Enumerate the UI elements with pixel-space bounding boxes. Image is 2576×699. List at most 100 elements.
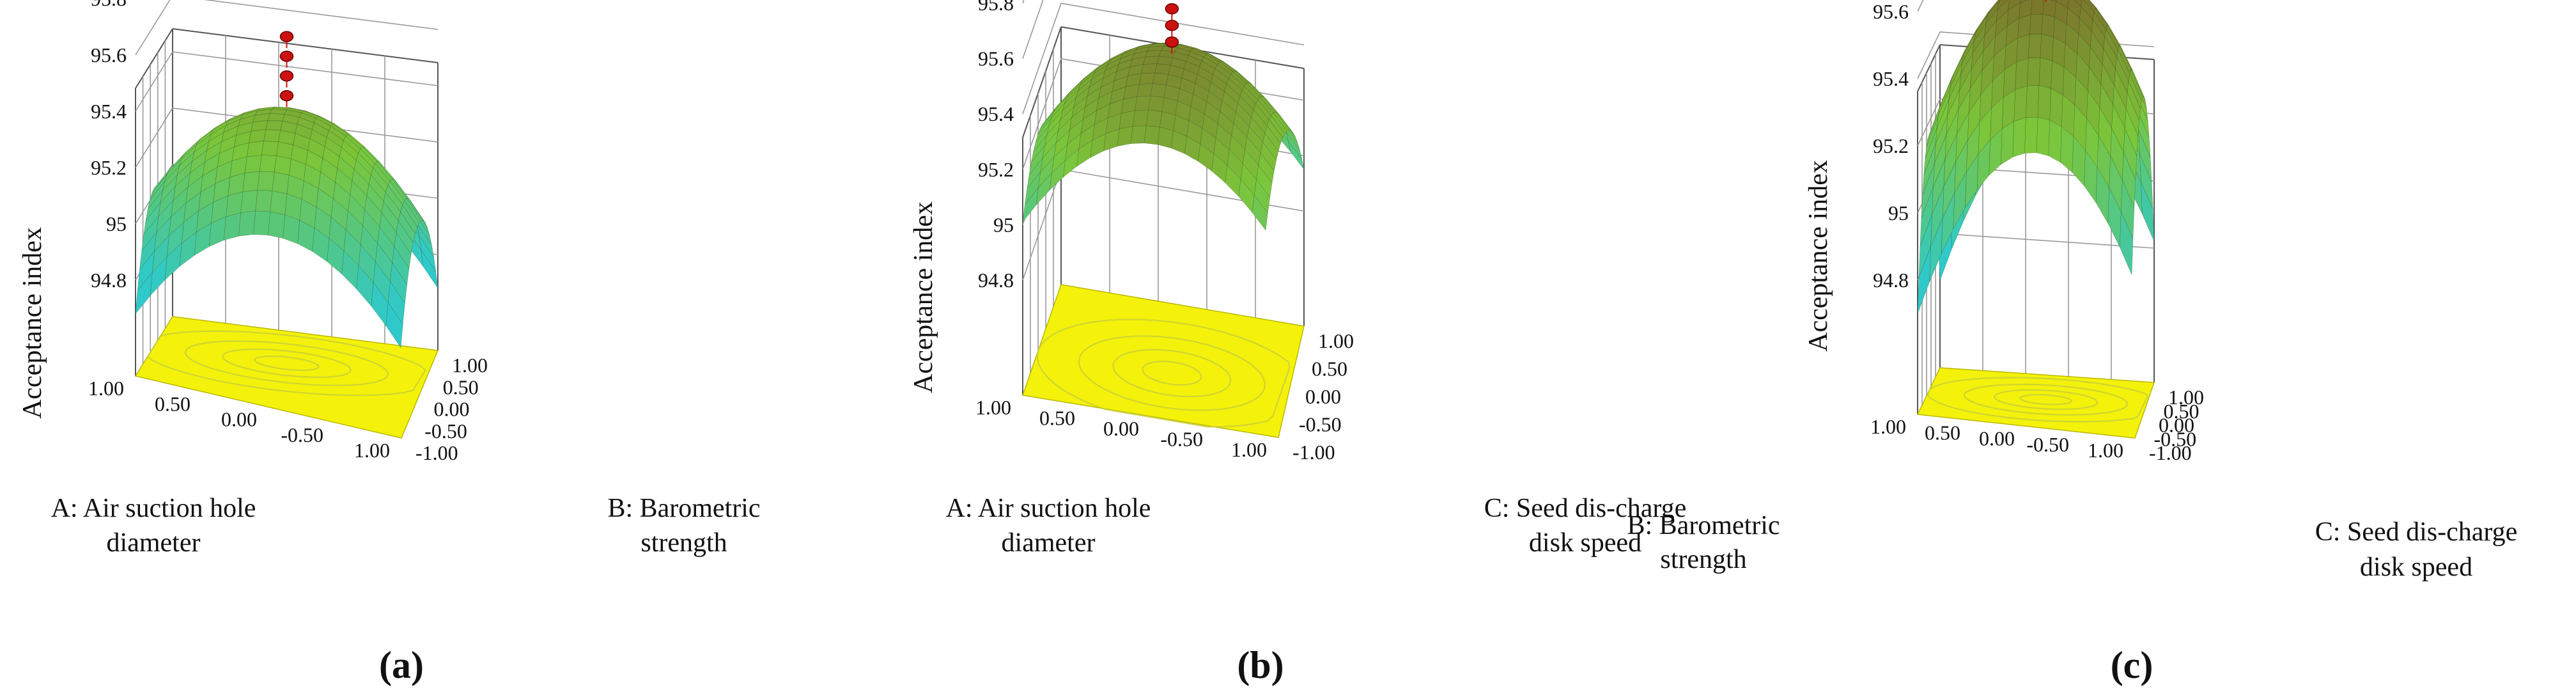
- contour-floor: [1916, 367, 2155, 439]
- x-tick-label: 1.00: [975, 396, 1011, 419]
- surface-patch: [242, 171, 260, 192]
- surface-patch: [2036, 116, 2050, 156]
- contour-line: [1993, 389, 2099, 411]
- surface-patch: [2038, 57, 2052, 89]
- x-tick-label: 1.00: [88, 377, 124, 400]
- design-point: [279, 70, 294, 82]
- x-tick-label: 0.50: [1039, 407, 1075, 430]
- y-tick-label: 0.50: [1312, 357, 1347, 381]
- contour-line: [1142, 361, 1202, 386]
- x-axis-title-line1: A: Air suction hole: [946, 494, 1151, 523]
- x-tick-label: 0.50: [1925, 421, 1960, 444]
- surface-patch: [1135, 95, 1151, 111]
- y-tick-label: -0.50: [424, 420, 467, 443]
- surface-patch: [257, 171, 275, 191]
- design-points: [279, 31, 294, 107]
- y-axis-title-line2: disk speed: [1529, 528, 1641, 558]
- z-grid-line: [1022, 0, 1044, 59]
- surface-patch: [274, 155, 291, 176]
- z-tick-label: 94.8: [1873, 269, 1909, 292]
- contour-floor: [1021, 284, 1305, 438]
- x-tick-label: 0.00: [1103, 417, 1139, 440]
- surface-patch: [1998, 0, 2001, 3]
- surface-patch: [272, 171, 290, 194]
- contour-line: [1078, 335, 1266, 411]
- z-tick-label: 95.2: [978, 158, 1014, 181]
- y-tick-label: 0.00: [434, 398, 470, 421]
- x-tick-label: 1.00: [354, 439, 390, 462]
- contour-line: [222, 348, 352, 379]
- surface-patch: [270, 190, 288, 216]
- contour-line: [184, 340, 389, 386]
- x-tick-label: 1.00: [1870, 415, 1906, 438]
- x-tick-label: 1.00: [1231, 438, 1267, 461]
- surface-patch: [261, 141, 279, 156]
- z-tick-label: 95.6: [1873, 0, 1909, 23]
- z-tick-label: 94.8: [978, 269, 1014, 292]
- surface-patch: [2024, 116, 2038, 153]
- design-point: [279, 51, 294, 62]
- tick-labels: 94.89595.295.495.695.81.000.500.00-0.501…: [1870, 0, 2204, 464]
- x-axis-title-line1: A: Air suction hole: [51, 494, 256, 523]
- surface-patch: [1143, 56, 1160, 65]
- tick-labels: 94.89595.295.495.695.81.000.500.00-0.501…: [88, 0, 488, 464]
- y-axis-title-line2: disk speed: [2360, 553, 2472, 582]
- z-tick-label: 95.6: [91, 43, 127, 67]
- surface-patch: [2030, 0, 2044, 15]
- y-tick-label: -1.00: [1292, 441, 1335, 464]
- surface-patch: [385, 302, 403, 349]
- surface-patch: [1148, 95, 1165, 112]
- surface-patch: [2027, 57, 2041, 86]
- x-axis-title-line1: B: Barometric: [1627, 511, 1780, 540]
- contour-floor: [134, 316, 439, 439]
- y-tick-label: -0.50: [1299, 413, 1342, 436]
- surface-patch: [1138, 72, 1156, 84]
- surface-patch: [1137, 83, 1153, 97]
- x-tick-label: 0.50: [155, 392, 190, 415]
- x-axis-title-line2: strength: [1660, 545, 1746, 574]
- design-point: [1165, 19, 1179, 31]
- y-tick-label: 0.50: [443, 375, 479, 398]
- y-tick-label: 0.50: [2164, 400, 2200, 423]
- y-axis-title-line1: C: Seed dis-charge: [2315, 517, 2517, 547]
- y-tick-label: 1.00: [2168, 386, 2204, 409]
- z-grid-line: [1022, 0, 1025, 4]
- z-grid-line: [1022, 3, 1305, 114]
- contour-line: [2019, 394, 2073, 405]
- surface-plot-c: 94.89595.295.495.695.81.000.500.00-0.501…: [1627, 0, 2517, 686]
- surface-patch: [1146, 109, 1163, 128]
- z-axis-title: Acceptance index: [18, 227, 47, 419]
- design-point: [279, 90, 294, 102]
- surface-patch: [1145, 50, 1162, 58]
- design-point: [1165, 36, 1179, 48]
- y-axis-title-line1: B: Barometric: [607, 494, 760, 523]
- surface-patch: [1154, 63, 1171, 75]
- surface-patch: [1144, 125, 1160, 145]
- surface-patch: [269, 109, 287, 114]
- surface-patch: [1132, 109, 1149, 127]
- z-tick-label: 95.2: [91, 156, 127, 179]
- x-tick-label: 1.00: [2088, 439, 2123, 462]
- z-tick-label: 95.4: [1873, 67, 1909, 90]
- surface-patch: [1152, 72, 1169, 86]
- x-tick-label: 0.00: [1979, 427, 2015, 450]
- z-tick-label: 95: [1888, 201, 1909, 224]
- z-tick-label: 94.8: [91, 269, 127, 292]
- surface-patch: [247, 141, 264, 157]
- surface-patch: [2015, 58, 2029, 90]
- z-tick-label: 95.6: [978, 47, 1014, 70]
- x-tick-label: -0.50: [2026, 433, 2069, 456]
- surface-patch: [244, 155, 262, 173]
- z-tick-label: 95.4: [978, 102, 1014, 125]
- z-grid-line: [135, 51, 438, 112]
- z-axis-title: Acceptance index: [1804, 160, 1833, 352]
- surface-patch: [2040, 33, 2054, 61]
- design-point: [279, 31, 294, 42]
- contour-line: [1036, 318, 1291, 428]
- wall-edge: [1917, 44, 1941, 92]
- surface-patch: [2037, 85, 2051, 121]
- x-tick-label: -0.50: [281, 423, 323, 446]
- panel-label-c: (c): [2111, 644, 2153, 686]
- x-tick-label: 0.00: [221, 408, 257, 431]
- surface-patch: [2028, 33, 2042, 59]
